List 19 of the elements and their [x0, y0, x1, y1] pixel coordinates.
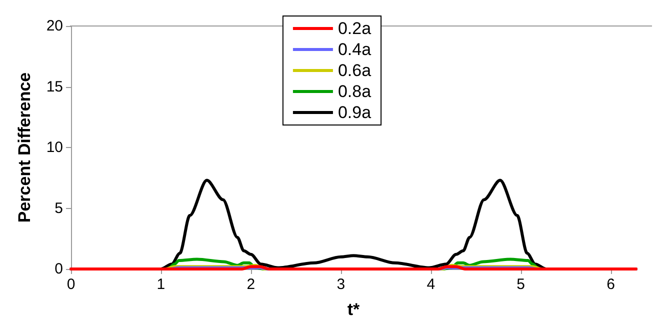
x-tick-label: 4 — [426, 276, 436, 293]
x-tick-label: 2 — [246, 276, 256, 293]
x-axis-title: t* — [347, 300, 360, 319]
x-tick-label: 5 — [516, 276, 526, 293]
y-tick-label: 5 — [54, 200, 63, 217]
y-tick-label: 0 — [54, 260, 63, 278]
y-tick-label: 20 — [46, 18, 63, 34]
legend-label: 0.9a — [338, 103, 372, 122]
x-tick-label: 0 — [66, 276, 76, 293]
x-tick-label: 3 — [336, 276, 346, 293]
y-tick-label: 10 — [46, 139, 63, 156]
legend-label: 0.2a — [338, 19, 372, 38]
legend-label: 0.6a — [338, 61, 372, 80]
x-tick-label: 1 — [156, 276, 166, 293]
y-tick-label: 15 — [46, 78, 63, 96]
legend-label: 0.4a — [338, 40, 372, 59]
x-tick-label: 6 — [606, 276, 615, 293]
legend-label: 0.8a — [338, 82, 372, 101]
y-axis-title: Percent Difference — [15, 72, 34, 223]
